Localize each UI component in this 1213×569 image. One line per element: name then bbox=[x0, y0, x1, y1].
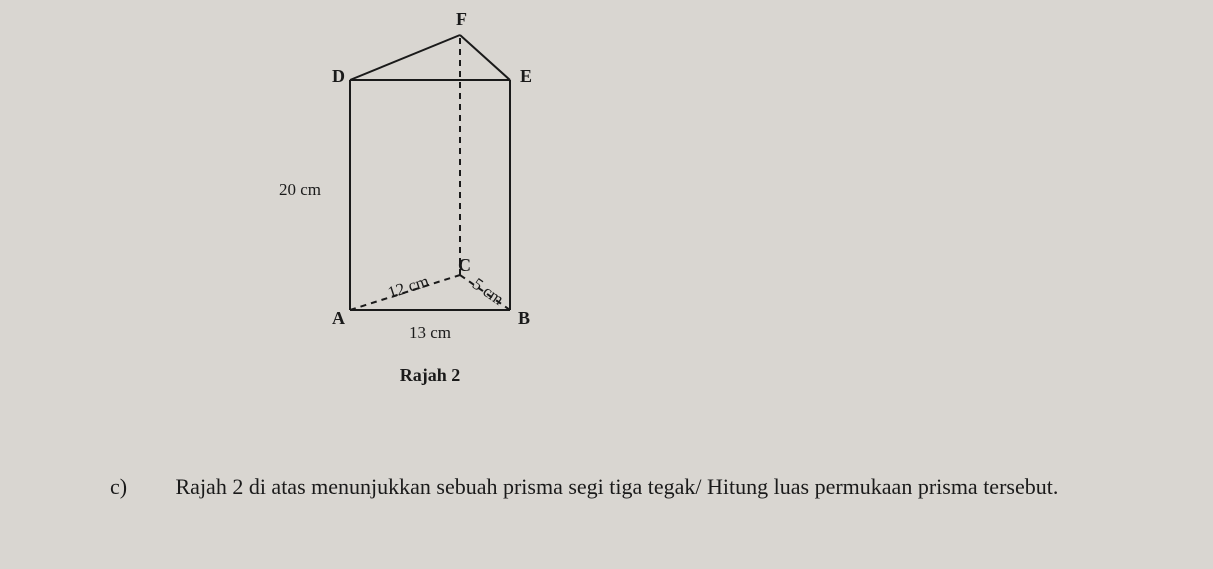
question-block: c) Rajah 2 di atas menunjukkan sebuah pr… bbox=[110, 465, 1153, 509]
dashed-edges bbox=[350, 35, 510, 310]
vertex-label-f: F bbox=[456, 10, 467, 29]
vertex-label-d: D bbox=[332, 66, 345, 86]
figure-caption: Rajah 2 bbox=[270, 365, 590, 386]
solid-edges bbox=[350, 35, 510, 310]
dimension-ad: 20 cm bbox=[279, 180, 321, 199]
question-marker: c) bbox=[110, 465, 170, 509]
dimension-ac: 12 cm bbox=[385, 271, 431, 302]
dimension-ab: 13 cm bbox=[409, 323, 451, 342]
vertex-labels: A B C D E F bbox=[332, 10, 532, 328]
question-text: Rajah 2 di atas menunjukkan sebuah prism… bbox=[176, 465, 1149, 509]
dimension-labels: 20 cm 12 cm 5 cm 13 cm bbox=[279, 180, 507, 342]
page-root: A B C D E F 20 cm 12 cm 5 cm 13 cm Rajah 2 c) Ra… bbox=[0, 0, 1213, 569]
dimension-cb: 5 cm bbox=[469, 274, 507, 309]
vertex-label-a: A bbox=[332, 308, 345, 328]
vertex-label-b: B bbox=[518, 308, 530, 328]
vertex-label-e: E bbox=[520, 66, 532, 86]
prism-figure: A B C D E F 20 cm 12 cm 5 cm 13 cm bbox=[270, 10, 590, 360]
prism-svg: A B C D E F 20 cm 12 cm 5 cm 13 cm bbox=[270, 10, 590, 360]
vertex-label-c: C bbox=[458, 255, 471, 275]
